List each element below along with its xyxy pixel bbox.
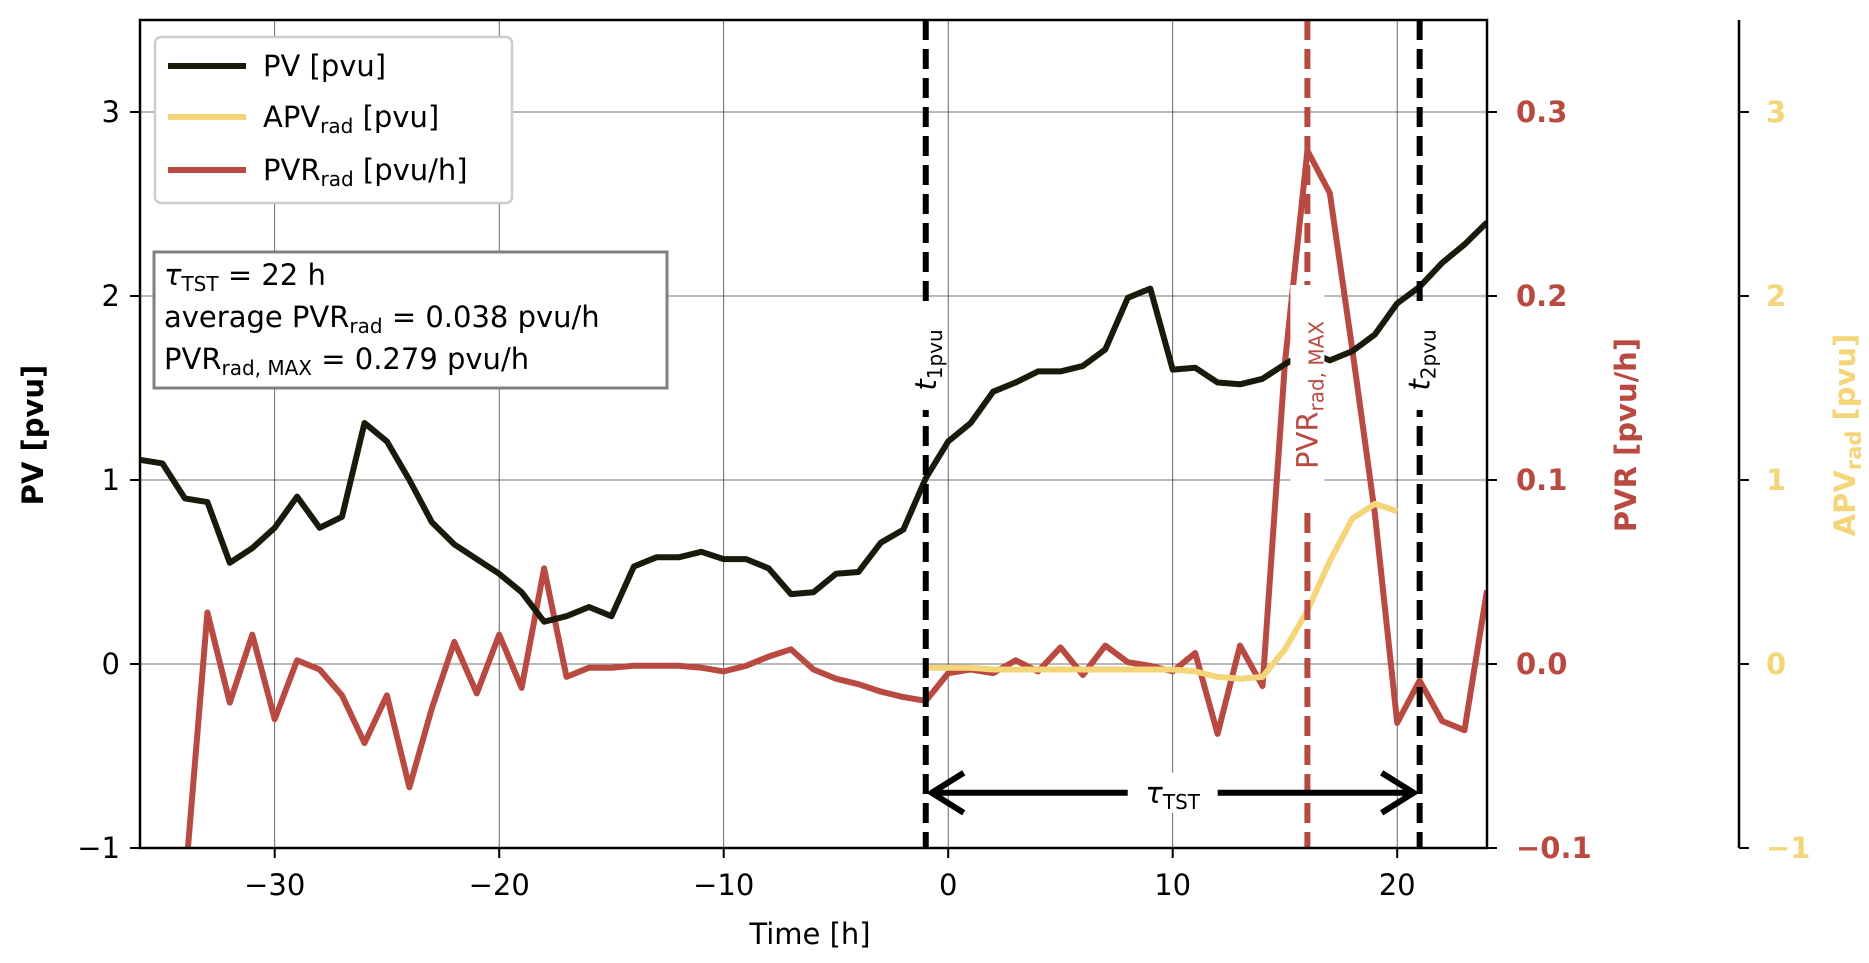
series-layer (140, 147, 1487, 848)
x-tick-label: 0 (939, 868, 957, 902)
marker-label-main-1: PVR (1290, 412, 1324, 469)
x-axis-label: Time [h] (748, 917, 870, 951)
y-pvr-tick-label: 0.0 (1516, 647, 1567, 681)
legend-label-pvr: PVRrad [pvu/h] (263, 153, 468, 191)
apv-label-main: APV (1828, 470, 1862, 537)
y-apv-tick-label: 2 (1766, 279, 1786, 313)
y-apv-tick-label: −1 (1766, 831, 1810, 865)
info-line-max: PVRrad, MAX = 0.279 pvu/h (164, 342, 529, 380)
tau-label-bg (1127, 772, 1218, 813)
y-left-tick-label: 2 (102, 279, 120, 313)
marker-label-main-2: t (1403, 378, 1437, 391)
y-apv-tick-label: 3 (1766, 95, 1786, 129)
ticks-layer: −30 −20 −10 0 10 20−10123−0.10.00.10.20.3−101… (77, 95, 1810, 902)
y-left-tick-label: −1 (77, 831, 120, 865)
y-axis-left-label: PV [pvu] (16, 365, 50, 506)
x-tick-label: 10 (1154, 868, 1191, 902)
legend: PV [pvu] APVrad [pvu] PVRrad [pvu/h] (153, 35, 514, 205)
info-line-tau: τTST = 22 h (164, 258, 326, 296)
series-apv-line (925, 500, 1399, 682)
y-left-tick-label: 0 (102, 647, 120, 681)
series-pv-line (140, 220, 1487, 625)
marker-label-0: t1pvu (909, 329, 947, 390)
marker-label-main-0: t (909, 378, 943, 391)
plot-frame (138, 18, 1489, 850)
y-pvr-tick-label: 0.1 (1516, 463, 1567, 497)
marker-label-bg-0 (908, 310, 943, 410)
apv-label-sub: rad (1842, 431, 1866, 471)
axes-layer (138, 18, 1741, 850)
tau-arrow-label: τTST (1145, 776, 1200, 814)
y-pvr-tick-label: 0.3 (1516, 95, 1567, 129)
y-apv-tick-label: 1 (1766, 463, 1786, 497)
y-left-tick-label: 3 (102, 95, 120, 129)
marker-label-2: t2pvu (1403, 329, 1441, 390)
marker-label-bg-2 (1402, 310, 1437, 410)
x-tick-label: −10 (693, 868, 754, 902)
legend-box (153, 35, 514, 205)
info-line-average: average PVRrad = 0.038 pvu/h (164, 300, 600, 338)
x-tick-label: 20 (1379, 868, 1416, 902)
tau-arrow-head-left (926, 770, 966, 816)
tau-symbol: τ (1145, 776, 1163, 810)
y-pvr-tick-label: 0.2 (1516, 279, 1567, 313)
x-tick-label: −20 (469, 868, 530, 902)
y-axis-pvr-label: PVR [pvu/h] (1609, 338, 1643, 532)
marker-label-sub-1: rad, MAX (1304, 321, 1328, 412)
legend-label-apv: APVrad [pvu] (263, 100, 439, 138)
marker-label-bg-1 (1290, 285, 1325, 505)
marker-label-1: PVRrad, MAX (1290, 321, 1328, 469)
apv-label-tail: [pvu] (1828, 334, 1862, 431)
info-box-frame (152, 250, 669, 390)
marker-label-sub-0: 1pvu (923, 329, 947, 379)
y-apv-tick-label: 0 (1766, 647, 1786, 681)
y-pvr-tick-label: −0.1 (1516, 831, 1592, 865)
tau-sub: TST (1162, 790, 1201, 814)
series-pvr-line (184, 147, 1487, 848)
y-axis-apv-label: APVrad [pvu] (1828, 334, 1866, 537)
marker-label-sub-2: 2pvu (1417, 329, 1441, 379)
legend-label-pv: PV [pvu] (263, 49, 386, 83)
tau-arrow-head-right (1380, 770, 1420, 816)
info-box: τTST = 22 h average PVRrad = 0.038 pvu/h… (152, 250, 669, 390)
x-tick-label: −30 (244, 868, 305, 902)
y-left-tick-label: 1 (102, 463, 120, 497)
